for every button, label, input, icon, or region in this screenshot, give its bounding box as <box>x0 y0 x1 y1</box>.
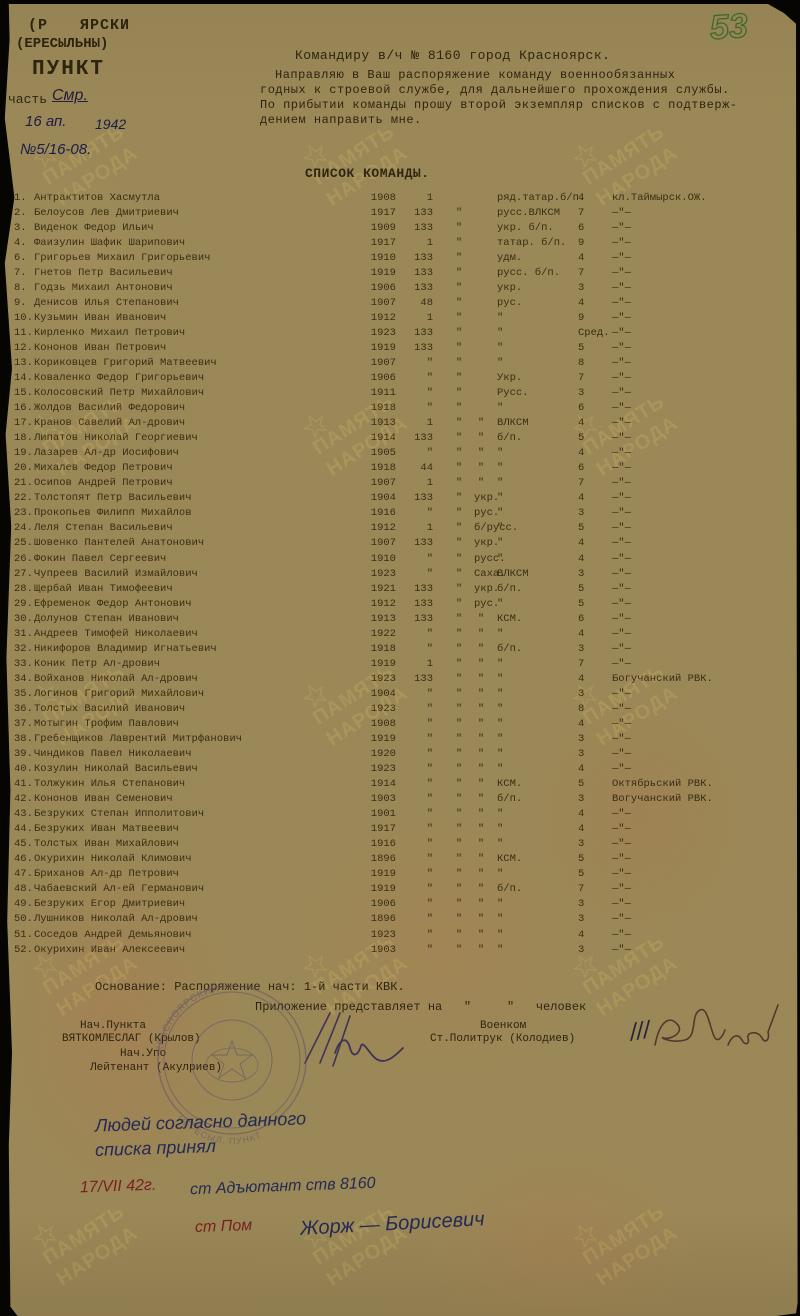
svg-text:КРАСНОЯРСКИЙ: КРАСНОЯРСКИЙ <box>154 982 220 1052</box>
